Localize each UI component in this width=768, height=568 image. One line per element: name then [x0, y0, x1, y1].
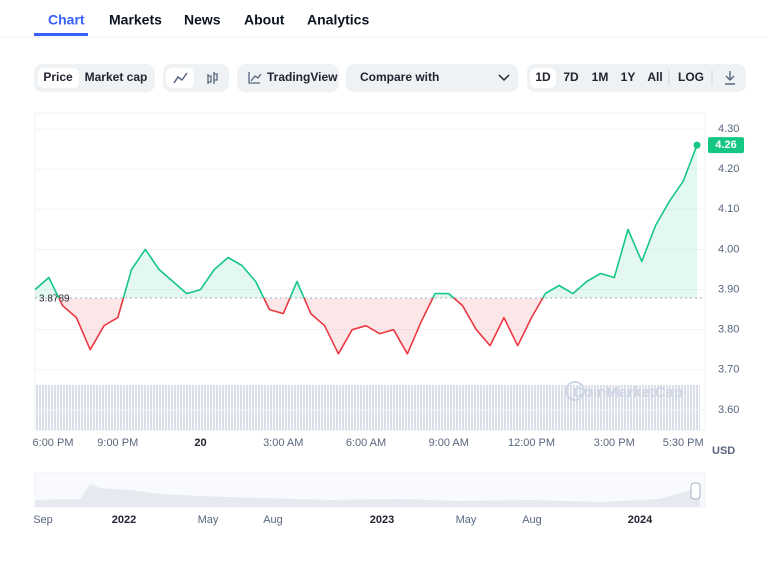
tradingview-button[interactable] [237, 64, 339, 92]
navigator-label: May [456, 514, 477, 526]
x-tick-label: 3:00 PM [594, 437, 635, 449]
baseline-label: 3.8789 [39, 294, 70, 305]
current-badge [708, 137, 744, 154]
range-button[interactable]: LOG [678, 70, 704, 84]
button-label: TradingView [267, 70, 338, 84]
range-selected [530, 68, 556, 88]
y-tick-label: 3.90 [718, 283, 739, 295]
range-button[interactable]: 7D [563, 70, 579, 84]
download-button[interactable] [725, 71, 735, 85]
range-button[interactable]: 1Y [621, 70, 636, 84]
navigator-label: May [198, 514, 219, 526]
x-tick-label: 9:00 AM [429, 437, 469, 449]
volume-bars [35, 385, 700, 430]
candle-icon[interactable] [207, 72, 218, 84]
tab[interactable]: Chart [48, 12, 85, 28]
navigator-labels: Sep 2022 May Aug 2023 May Aug 2024 [33, 514, 653, 526]
navigator-area [35, 484, 700, 507]
range-group [527, 64, 746, 92]
navigator-label: Aug [522, 514, 542, 526]
compare-select[interactable] [346, 64, 518, 92]
price-line [34, 144, 698, 355]
y-tick-label: 3.60 [718, 404, 739, 416]
current-label: 4.26 [715, 139, 736, 151]
toolbar: Price Market cap TradingView Compare wit… [34, 64, 746, 92]
x-tick-label: 6:00 PM [33, 437, 74, 449]
range-button[interactable]: 1D [535, 70, 551, 84]
area [35, 145, 697, 354]
line-icon [173, 72, 188, 84]
navigator-label: 2022 [112, 514, 136, 526]
watermark: CoinMarketCap [573, 384, 683, 401]
tab[interactable]: Analytics [307, 12, 369, 28]
y-tick-label: 4.00 [718, 243, 739, 255]
tab[interactable]: Markets [109, 12, 162, 28]
watermark-logo [565, 381, 585, 401]
x-tick-label: 5:30 PM [663, 437, 704, 449]
last-point [693, 141, 701, 149]
y-tick-label: 4.30 [718, 123, 739, 135]
y-axis-label: USD [712, 445, 735, 457]
tradingview-icon [248, 72, 262, 84]
chevron [498, 74, 510, 82]
tabs: Chart Markets News About Analytics [0, 12, 768, 38]
x-tick-label: 3:00 AM [263, 437, 303, 449]
range-button[interactable]: 1M [592, 70, 609, 84]
tab[interactable]: About [244, 12, 285, 28]
y-tick-label: 3.80 [718, 324, 739, 336]
x-tick-label: 12:00 PM [508, 437, 555, 449]
navigator-handle[interactable] [690, 482, 701, 500]
select-label: Compare with [360, 70, 439, 84]
navigator-label: 2024 [628, 514, 653, 526]
x-tick-label: 9:00 PM [97, 437, 138, 449]
y-tick-label: 4.20 [718, 163, 739, 175]
button-selected [38, 68, 79, 88]
navigator-label: Sep [33, 514, 53, 526]
y-tick-label: 3.70 [718, 364, 739, 376]
button[interactable]: Market cap [85, 70, 148, 84]
button[interactable]: Price [43, 70, 73, 84]
y-tick-label: 4.10 [718, 203, 739, 215]
tab-underline [34, 33, 88, 36]
x-tick-label: 20 [194, 437, 206, 449]
range-button[interactable]: All [647, 70, 662, 84]
x-tick-label: 6:00 AM [346, 437, 386, 449]
tab[interactable]: News [184, 12, 221, 28]
navigator-label: Aug [263, 514, 283, 526]
navigator-label: 2023 [370, 514, 394, 526]
plot: 3.60 3.70 3.80 3.90 4.00 4.10 4.20 4.30 USD 3.878… [33, 123, 744, 457]
